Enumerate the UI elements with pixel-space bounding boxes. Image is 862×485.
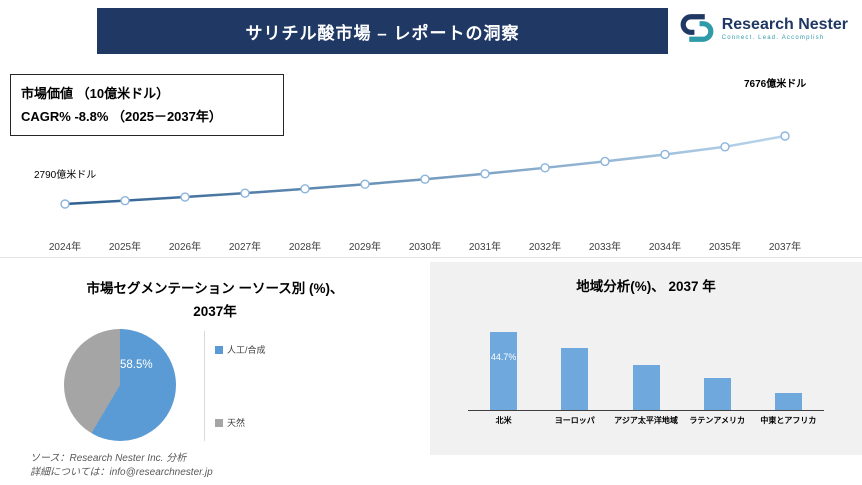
bar-category-label: ヨーロッパ <box>554 416 595 425</box>
line-chart-marker <box>780 131 790 141</box>
bar-北米: 44.7% <box>490 332 518 410</box>
line-chart-marker <box>120 195 130 206</box>
line-chart-marker <box>180 192 190 202</box>
report-title: サリチル酸市場 – レポートの洞察 <box>245 23 520 43</box>
bar-slot: 44.7% <box>468 332 539 410</box>
source-segmentation-pie-chart: 58.5% <box>64 329 176 441</box>
line-chart-marker <box>60 199 70 209</box>
bar-category-label: 北米 <box>495 416 512 425</box>
details-line: 詳細については：info@researchnester.jp <box>30 467 213 478</box>
market-value-line-chart <box>60 131 790 209</box>
bar-chart-title: 地域分析(%)、 2037 年 <box>576 279 716 294</box>
cagr-label: CAGR% -8.8% （2025－2037年） <box>21 109 222 124</box>
line-chart-marker <box>720 142 730 152</box>
bar-slot <box>753 393 824 410</box>
pie-chart-title: 市場セグメンテーション ーソース別 (%)、 2037年 <box>30 277 400 323</box>
x-axis-tick-label: 2034年 <box>648 242 682 253</box>
brand-name: Research Nester <box>721 15 848 33</box>
x-axis-tick-label: 2031年 <box>468 242 502 253</box>
line-chart-marker <box>480 169 490 179</box>
pie-chart-title-line1: 市場セグメンテーション ーソース別 (%)、 <box>86 281 344 296</box>
pie-chart-title-line2: 2037年 <box>193 304 237 319</box>
bar-category-label: ラテンアメリカ <box>689 416 746 425</box>
line-chart-markers <box>60 131 790 209</box>
section-divider <box>0 257 862 258</box>
pie-legend: 人工/合成 天然 <box>204 331 274 441</box>
x-axis-tick-label: 2029年 <box>348 242 382 253</box>
x-axis-tick-label: 2026年 <box>168 242 202 253</box>
bar-ヨーロッパ <box>561 348 589 410</box>
brand-logo: Research Nester Connect. Lead. Accomplis… <box>678 10 848 46</box>
source-line: ソース：Research Nester Inc. 分析 <box>30 453 187 464</box>
line-chart-marker <box>300 184 310 194</box>
bar-slot <box>539 348 610 410</box>
x-axis-tick-label: 2030年 <box>408 242 442 253</box>
bar-chart-categories: 北米 ヨーロッパ アジア太平洋地域 ラテンアメリカ 中東とアフリカ <box>468 415 824 426</box>
x-axis-tick-label: 2033年 <box>588 242 622 253</box>
market-value-cagr-box: 市場価値 （10億米ドル） CAGR% -8.8% （2025－2037年） <box>10 74 284 136</box>
bar-slot <box>610 365 681 410</box>
line-start-value-label: 2790億米ドル <box>34 170 97 181</box>
x-axis-tick-label: 2024年 <box>48 242 82 253</box>
line-chart-marker <box>420 174 430 184</box>
line-chart-x-axis: 2024年 2025年 2026年 2027年 2028年 2029年 2030年 2031年… <box>35 238 815 253</box>
line-end-value-label: 7676億米ドル <box>744 79 807 90</box>
research-nester-logo-icon <box>680 14 714 42</box>
market-value-label: 市場価値 （10億米ドル） <box>21 86 170 101</box>
x-axis-tick-label: 2035年 <box>708 242 742 253</box>
brand-text-block: Research Nester Connect. Lead. Accomplis… <box>722 16 848 41</box>
bar-category-label: アジア太平洋地域 <box>614 416 678 425</box>
pie-slice-value-label: 58.5% <box>120 359 153 371</box>
line-chart-marker <box>540 163 550 173</box>
legend-swatch-synthetic <box>215 345 223 354</box>
legend-item-synthetic: 人工/合成 <box>215 343 274 356</box>
legend-label-natural: 天然 <box>227 418 246 428</box>
line-chart-marker <box>360 179 370 189</box>
brand-tagline: Connect. Lead. Accomplish <box>721 34 825 41</box>
regional-bar-chart: 44.7% <box>468 332 824 411</box>
line-chart-marker <box>660 149 670 160</box>
legend-label-synthetic: 人工/合成 <box>227 345 266 355</box>
legend-item-natural: 天然 <box>215 416 274 429</box>
legend-swatch-natural <box>215 418 223 427</box>
bar-中東とアフリカ <box>774 393 802 410</box>
bar-ラテンアメリカ <box>703 378 731 410</box>
bar-category-label: 中東とアフリカ <box>760 416 817 425</box>
bar-アジア太平洋地域 <box>632 365 660 410</box>
bar-value-label: 44.7% <box>490 352 517 362</box>
regional-analysis-panel: 地域分析(%)、 2037 年 44.7% 北米 ヨーロッパ アジア太平洋地域 ラテン… <box>430 262 862 455</box>
line-chart-marker <box>240 188 250 198</box>
line-chart-marker <box>600 156 610 167</box>
bar-slot <box>682 378 753 410</box>
x-axis-tick-label: 2037年 <box>768 242 802 253</box>
report-title-bar: サリチル酸市場 – レポートの洞察 <box>97 8 668 54</box>
x-axis-tick-label: 2027年 <box>228 242 262 253</box>
x-axis-tick-label: 2025年 <box>108 242 142 253</box>
x-axis-tick-label: 2032年 <box>528 242 562 253</box>
source-note: ソース：Research Nester Inc. 分析 詳細については：info… <box>30 452 213 480</box>
x-axis-tick-label: 2028年 <box>288 242 322 253</box>
